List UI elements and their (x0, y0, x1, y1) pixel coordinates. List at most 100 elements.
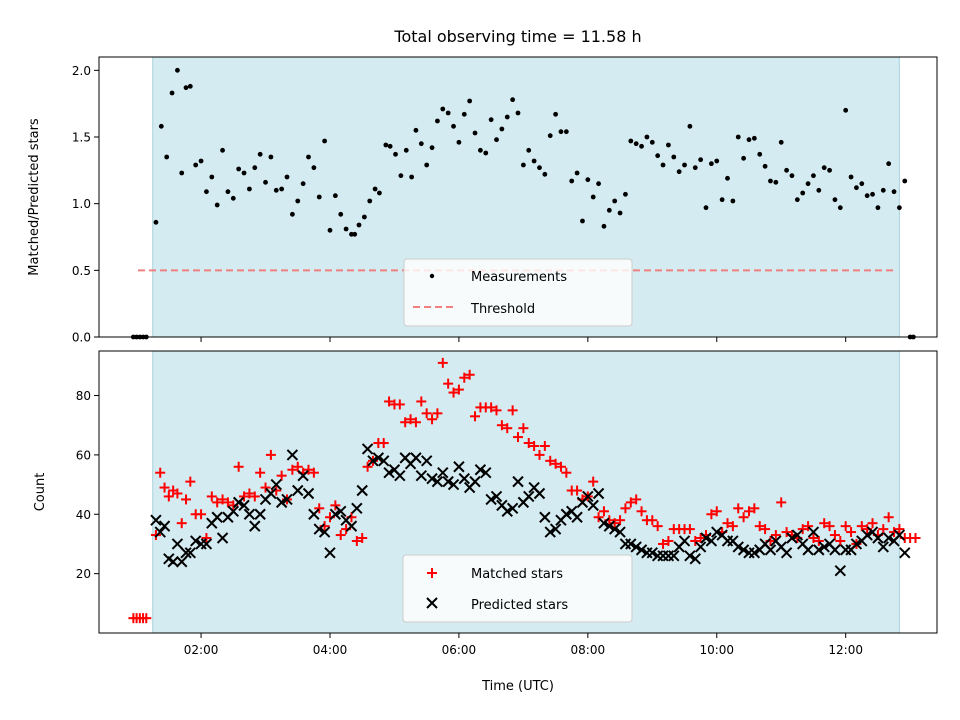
matched-star-point (507, 405, 518, 416)
matched-star-point (829, 530, 840, 541)
matched-star-point (233, 461, 244, 472)
measurement-point (816, 187, 822, 193)
measurement-point (687, 123, 693, 129)
measurement-point (746, 137, 752, 143)
matched-star-point (314, 503, 325, 514)
matched-star-point (496, 420, 507, 431)
predicted-star-point (592, 487, 605, 500)
time-x-tick-label: 04:00 (313, 643, 348, 657)
measurement-point (585, 177, 591, 183)
predicted-star-point (420, 455, 433, 467)
measurement-point (601, 223, 607, 229)
matched-star-point (437, 357, 448, 368)
predicted-star-point (684, 550, 696, 562)
matched-star-point (432, 408, 443, 419)
measurement-point (230, 195, 236, 201)
predicted-star-point (313, 523, 325, 535)
ratio-y-axis-label: Matched/Predicted stars (27, 118, 42, 276)
measurement-point (644, 134, 650, 140)
measurement-point (356, 222, 362, 228)
measurement-point (789, 173, 795, 179)
legend-label-measurements: Measurements (471, 270, 567, 285)
predicted-star-point (335, 505, 347, 518)
measurement-point (440, 106, 446, 112)
predicted-star-point (249, 520, 261, 532)
predicted-star-point (625, 538, 637, 550)
predicted-star-point (329, 508, 342, 520)
matched-star-point (738, 512, 749, 523)
measurement-point (273, 187, 279, 193)
matched-star-point (276, 470, 287, 481)
measurement-point (800, 190, 806, 196)
measurement-point (649, 139, 655, 145)
predicted-star-point (442, 475, 454, 488)
measurement-point (403, 147, 409, 153)
predicted-star-point (689, 553, 701, 565)
matched-star-point (292, 461, 303, 472)
measurement-point (187, 83, 193, 89)
predicted-star-point (270, 478, 282, 491)
matched-star-point (846, 527, 857, 538)
measurement-point (843, 107, 849, 113)
matched-star-point (502, 423, 513, 434)
matched-star-point (518, 423, 529, 434)
matched-star-point (593, 512, 604, 523)
ratio-y-tick-label: 0.0 (72, 331, 91, 345)
measurement-point (832, 197, 838, 203)
legend-marker-measurements (429, 273, 435, 279)
predicted-star-point (361, 443, 374, 455)
measurement-point (623, 191, 628, 197)
matched-star-point (572, 485, 583, 496)
legend-label-matched: Matched stars (471, 567, 563, 582)
measurement-point (837, 205, 843, 211)
matched-star-point (459, 372, 470, 383)
measurement-point (768, 178, 773, 184)
matched-star-point (813, 535, 824, 546)
matched-star-point (287, 464, 298, 475)
measurement-point (220, 147, 225, 153)
predicted-star-point (764, 544, 777, 556)
predicted-star-point (453, 461, 465, 473)
measurement-point (875, 205, 881, 211)
count-legend: Matched stars Predicted stars (402, 554, 633, 623)
legend-marker-matched (427, 568, 437, 578)
measurement-point (409, 174, 415, 180)
predicted-star-point (587, 499, 599, 512)
predicted-star-point (705, 535, 718, 547)
predicted-star-point (356, 484, 368, 497)
predicted-star-point (872, 532, 884, 544)
matched-star-point (883, 512, 894, 523)
predicted-star-point (780, 547, 793, 559)
time-x-ticks: 02:00 04:00 06:00 08:00 10:00 12:00 (184, 633, 863, 657)
predicted-star-point (227, 505, 240, 518)
predicted-star-point (877, 541, 889, 553)
predicted-star-point (367, 455, 379, 467)
predicted-star-point (533, 487, 546, 500)
time-x-tick-label: 02:00 (184, 643, 219, 657)
matched-star-point (797, 524, 808, 535)
measurement-point (214, 202, 220, 208)
matched-star-point (856, 521, 867, 532)
ratio-panel-frame (98, 56, 938, 338)
predicted-star-point (154, 526, 166, 538)
predicted-star-point (603, 520, 616, 532)
predicted-star-point (426, 472, 438, 485)
measurement-point (322, 138, 328, 144)
matched-star-points (128, 357, 921, 624)
measurement-point (343, 226, 349, 232)
matched-star-point (443, 378, 454, 389)
measurement-point (891, 189, 897, 195)
predicted-star-point (431, 475, 444, 488)
measurement-point (183, 85, 189, 91)
legend-marker-predicted (426, 597, 438, 609)
matched-star-point (867, 518, 878, 529)
measurement-point (510, 97, 516, 103)
measurement-point (472, 130, 478, 136)
ratio-legend: Measurements Threshold (403, 258, 633, 327)
measurement-point (757, 151, 763, 157)
legend-label-predicted: Predicted stars (471, 598, 568, 613)
measurement-point (639, 143, 644, 149)
predicted-star-point (447, 478, 460, 491)
matched-star-point (684, 524, 695, 535)
measurement-point (338, 211, 344, 217)
